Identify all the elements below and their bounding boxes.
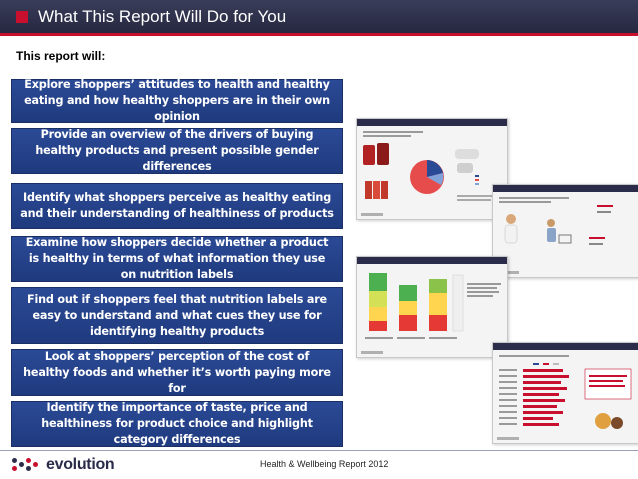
thumbnail-header	[493, 185, 638, 192]
objective-item-6: Look at shoppers’ perception of the cost…	[11, 349, 343, 396]
thumbnail-footer	[497, 437, 519, 440]
objective-item-4: Examine how shoppers decide whether a pr…	[11, 236, 343, 282]
thumbnail-product-choice	[492, 342, 638, 444]
thumbnail-footer	[497, 271, 519, 274]
thumbnail-header	[357, 119, 507, 126]
thumbnail-drivers-graphic	[363, 131, 497, 201]
thumbnail-product-choice-graphic	[499, 355, 632, 429]
objective-item-3: Identify what shoppers perceive as healt…	[11, 183, 343, 229]
thumbnail-perception	[492, 184, 638, 278]
thumbnail-labels-graphic	[365, 273, 501, 339]
thumbnail-header	[493, 343, 638, 350]
objective-item-5: Find out if shoppers feel that nutrition…	[11, 287, 343, 344]
thumbnail-footer	[361, 213, 383, 216]
objective-item-1: Explore shoppers’ attitudes to health an…	[11, 78, 343, 123]
title-bullet-icon	[16, 11, 28, 23]
thumbnail-labels	[356, 256, 508, 358]
objective-item-7: Identify the importance of taste, price …	[11, 401, 343, 447]
thumbnail-footer	[361, 351, 383, 354]
thumbnail-perception-graphic	[499, 197, 613, 245]
intro-text: This report will:	[16, 49, 106, 63]
logo-dots-icon	[12, 456, 42, 474]
thumbnail-drivers	[356, 118, 508, 220]
objective-item-2: Provide an overview of the drivers of bu…	[11, 128, 343, 174]
evolution-logo: evolution	[12, 455, 115, 475]
report-page-thumbnails	[356, 118, 638, 448]
footer-divider	[0, 450, 638, 451]
title-bar: What This Report Will Do for You	[0, 0, 638, 36]
logo-text: evolution	[46, 456, 115, 473]
report-name: Health & Wellbeing Report 2012	[260, 459, 389, 469]
thumbnail-header	[357, 257, 507, 264]
page-title: What This Report Will Do for You	[38, 7, 287, 26]
